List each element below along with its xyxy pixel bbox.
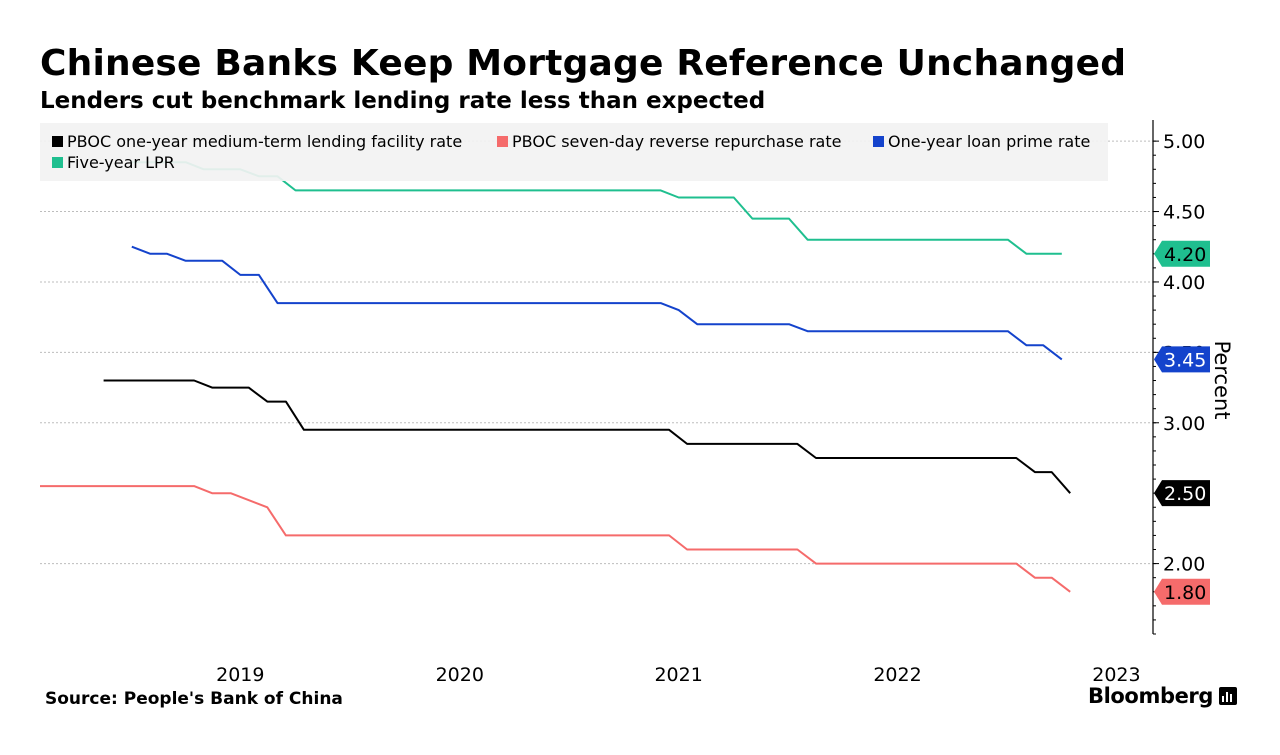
legend-swatch	[497, 136, 508, 147]
x-tick-label: 2023	[1092, 664, 1140, 686]
end-label-value: 3.45	[1164, 349, 1206, 371]
series-line-0	[103, 379, 1071, 494]
end-label-tag	[1154, 480, 1210, 507]
y-tick-label: 3.00	[1163, 413, 1205, 435]
y-tick-label: 5.00	[1163, 131, 1205, 153]
end-label-value: 1.80	[1164, 582, 1206, 604]
y-tick-label: 2.00	[1163, 554, 1205, 576]
legend-label: PBOC seven-day reverse repurchase rate	[512, 132, 841, 151]
end-label-value: 4.20	[1164, 244, 1206, 266]
x-tick-label: 2020	[436, 664, 484, 686]
y-axis-label: Percent	[1210, 340, 1234, 419]
end-labels: 2.50 1.80 3.45 4.20	[1154, 240, 1210, 605]
y-tick-label: 4.00	[1163, 272, 1205, 294]
bloomberg-terminal-icon	[1219, 687, 1238, 705]
x-tick-label: 2022	[873, 664, 921, 686]
legend-swatch	[52, 157, 63, 168]
legend: PBOC one-year medium-term lending facili…	[40, 123, 1108, 181]
x-axis: 2019 2020 2021 2022 2023	[216, 664, 1140, 686]
x-tick-label: 2021	[654, 664, 702, 686]
brand-text: Bloomberg	[1088, 684, 1214, 708]
end-label-tag	[1154, 578, 1210, 605]
legend-swatch	[52, 136, 63, 147]
legend-label: Five-year LPR	[67, 153, 175, 172]
bloomberg-logo: Bloomberg	[1088, 684, 1238, 708]
end-label-value: 2.50	[1164, 483, 1206, 505]
series-line-1	[40, 485, 1071, 593]
series-lines	[40, 161, 1071, 593]
source-note: Source: People's Bank of China	[45, 689, 343, 709]
series-line-2	[131, 245, 1063, 361]
chart-subtitle: Lenders cut benchmark lending rate less …	[40, 88, 766, 114]
legend-label: PBOC one-year medium-term lending facili…	[67, 132, 462, 151]
end-label-tag	[1154, 346, 1210, 373]
legend-label: One-year loan prime rate	[888, 132, 1090, 151]
y-tick-label: 4.50	[1163, 202, 1205, 224]
x-tick-label: 2019	[216, 664, 264, 686]
legend-box	[40, 123, 1108, 181]
legend-swatch	[873, 136, 884, 147]
chart-title: Chinese Banks Keep Mortgage Reference Un…	[40, 43, 1127, 84]
end-label-tag	[1154, 240, 1210, 267]
gridlines	[40, 140, 1153, 565]
